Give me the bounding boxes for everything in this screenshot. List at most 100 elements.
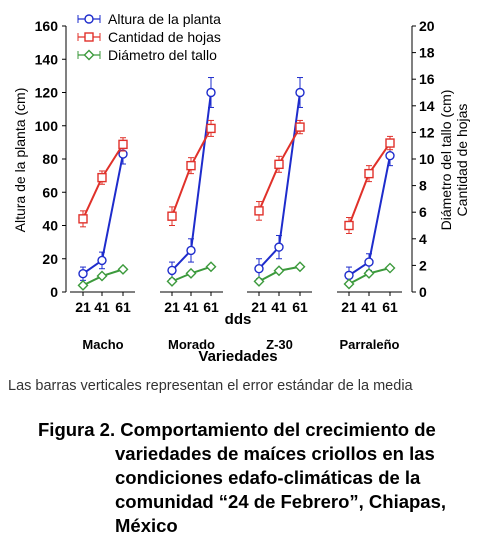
right-tick-label: 8 <box>419 178 427 194</box>
x-axis-label: dds <box>225 311 252 328</box>
caption-line-3: condiciones edafo-climáticas de la <box>115 467 421 488</box>
data-point <box>185 267 197 279</box>
x-tick-label: 21 <box>75 299 91 315</box>
group-axis-label: Variedades <box>198 348 277 365</box>
figure-caption: Figura 2. Comportamiento del crecimiento… <box>38 418 478 538</box>
data-point <box>344 270 354 281</box>
left-tick-label: 120 <box>35 85 59 101</box>
data-point <box>186 245 196 256</box>
data-point <box>364 257 374 267</box>
right-tick-label: 6 <box>419 204 427 220</box>
left-tick-label: 0 <box>50 284 58 300</box>
legend-marker <box>83 49 95 61</box>
series-line <box>171 92 212 272</box>
group-label-4: Parraleño <box>340 337 400 352</box>
legend: Altura de la planta Cantidad de hojas Diám… <box>77 11 221 63</box>
right-tick-label: 10 <box>419 151 435 167</box>
data-point <box>96 270 108 282</box>
data-point <box>205 261 217 273</box>
right-axis-ticks: 0 2 4 6 8 10 12 14 16 18 20 <box>412 18 435 300</box>
group-labels: Macho Morado Z-30 Parraleño <box>82 337 399 352</box>
data-point <box>77 279 89 291</box>
data-point <box>294 261 306 273</box>
legend-label: Cantidad de hojas <box>108 29 221 45</box>
data-point <box>385 150 395 161</box>
left-tick-label: 20 <box>42 251 58 267</box>
left-axis-ticks: 0 20 40 60 80 100 120 140 160 <box>35 18 66 300</box>
group-label-3: Z-30 <box>266 337 293 352</box>
x-tick-label: 41 <box>271 299 287 315</box>
data-point <box>273 265 285 277</box>
caption-line-4: comunidad “24 de Febrero”, Chiapas, <box>115 491 447 512</box>
left-tick-label: 140 <box>35 51 59 67</box>
data-point <box>78 214 88 224</box>
data-point <box>384 262 396 274</box>
data-point <box>385 138 395 148</box>
legend-marker <box>84 32 94 42</box>
right-tick-label: 20 <box>419 18 435 34</box>
right-tick-label: 14 <box>419 98 435 114</box>
data-point <box>364 168 374 179</box>
left-tick-label: 80 <box>42 151 58 167</box>
data-point <box>344 220 354 231</box>
left-tick-label: 160 <box>35 18 59 34</box>
legend-label: Diámetro del tallo <box>108 47 217 63</box>
data-point <box>295 122 305 132</box>
legend-marker <box>84 14 94 24</box>
right-axis-label-diametro: Diámetro del tallo (cm) <box>438 90 454 231</box>
data-point <box>186 160 196 171</box>
right-tick-label: 16 <box>419 71 435 87</box>
x-tick-label: 41 <box>183 299 199 315</box>
data-point <box>97 255 107 266</box>
x-tick-label: 61 <box>115 299 131 315</box>
x-tick-label: 61 <box>382 299 398 315</box>
data-point <box>118 139 128 150</box>
x-tick-label: 21 <box>251 299 267 315</box>
data-point <box>363 267 375 279</box>
left-axis-label: Altura de la planta (cm) <box>12 88 28 233</box>
right-tick-label: 2 <box>419 257 427 273</box>
x-tick-label: 41 <box>94 299 110 315</box>
right-tick-label: 0 <box>419 284 427 300</box>
series-2 <box>78 119 395 234</box>
data-point <box>167 265 177 276</box>
series-layer <box>77 77 396 291</box>
data-point <box>274 159 284 170</box>
x-axis-ticks: 21 41 61 21 41 61 21 41 61 21 41 61 <box>75 292 398 315</box>
data-point <box>295 87 305 98</box>
data-point <box>253 275 265 287</box>
x-tick-label: 61 <box>203 299 219 315</box>
left-tick-label: 60 <box>42 184 58 200</box>
left-tick-label: 40 <box>42 218 58 234</box>
caption-line-2: variedades de maíces criollos en las <box>115 443 435 464</box>
data-point <box>254 206 264 216</box>
series-3 <box>77 261 396 291</box>
caption-line-5: México <box>115 515 178 536</box>
error-bar-note: Las barras verticales representan el err… <box>8 378 413 394</box>
data-point <box>167 211 177 221</box>
x-tick-label: 61 <box>292 299 308 315</box>
group-label-2: Morado <box>168 337 215 352</box>
data-point <box>117 263 129 275</box>
series-line <box>82 153 124 275</box>
x-tick-label: 41 <box>361 299 377 315</box>
data-point <box>343 278 355 290</box>
left-tick-label: 100 <box>35 118 59 134</box>
right-tick-label: 4 <box>419 231 427 247</box>
series-line <box>258 92 301 270</box>
data-point <box>166 275 178 287</box>
right-tick-label: 12 <box>419 124 435 140</box>
legend-label: Altura de la planta <box>108 11 221 27</box>
data-point <box>254 264 264 274</box>
data-point <box>78 269 88 279</box>
series-1 <box>78 77 395 285</box>
x-tick-label: 21 <box>164 299 180 315</box>
data-point <box>97 172 107 183</box>
data-point <box>206 87 216 98</box>
caption-line-1: Comportamiento del crecimiento de <box>120 419 436 440</box>
x-tick-label: 21 <box>341 299 357 315</box>
data-point <box>206 123 216 134</box>
caption-label: Figura 2. <box>38 419 116 440</box>
data-point <box>274 242 284 252</box>
